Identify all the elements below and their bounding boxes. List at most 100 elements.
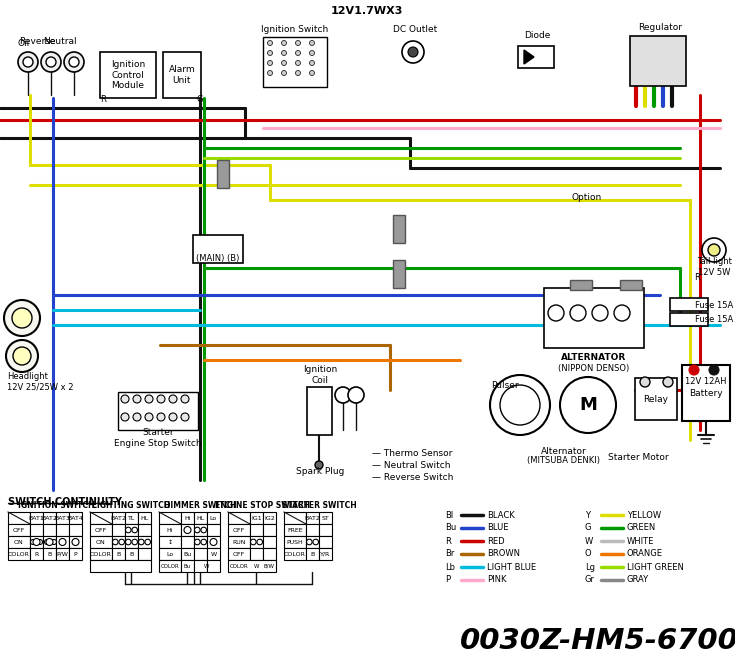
Bar [319,512,332,524]
Text: RUN: RUN [232,540,245,544]
Circle shape [570,305,586,321]
Bar [670,313,708,326]
Bar [682,365,730,421]
Circle shape [702,238,726,262]
Bar [90,536,112,548]
Bar [263,37,327,87]
Bar [250,536,263,548]
Text: R: R [100,95,106,105]
Circle shape [309,60,315,65]
Circle shape [195,539,200,545]
Bar [181,512,194,524]
Circle shape [121,395,129,403]
Text: ORANGE: ORANGE [627,550,663,558]
Circle shape [12,308,32,328]
Circle shape [126,539,131,545]
Bar [90,560,151,572]
Circle shape [309,71,315,75]
Text: P/W: P/W [57,552,68,556]
Text: Option: Option [572,194,602,202]
Circle shape [64,52,84,72]
Polygon shape [524,50,534,64]
Bar [56,536,69,548]
Bar [112,536,125,548]
Text: Hi: Hi [184,515,191,521]
Circle shape [268,60,273,65]
Text: BAT1: BAT1 [29,515,44,521]
Circle shape [30,540,35,544]
Text: SWITCH CONTINUITY: SWITCH CONTINUITY [8,497,122,507]
Text: B: B [310,552,315,556]
Bar [125,548,138,560]
Bar [30,512,43,524]
Bar [207,536,220,548]
Text: HL: HL [196,515,204,521]
Bar [138,536,151,548]
Text: (MAIN) (B): (MAIN) (B) [196,253,240,263]
Text: B/W: B/W [264,564,275,569]
Circle shape [157,395,165,403]
Text: — Thermo Sensor: — Thermo Sensor [372,448,452,458]
Text: Hi: Hi [167,528,173,532]
Circle shape [18,52,38,72]
Text: HL: HL [140,515,148,521]
Circle shape [132,539,137,545]
Circle shape [663,377,673,387]
Text: ST: ST [322,515,329,521]
Bar [284,524,306,536]
Text: IG1: IG1 [251,515,262,521]
Text: P: P [445,575,450,585]
Bar [635,378,677,420]
Text: YELLOW: YELLOW [627,511,661,519]
Bar [393,260,405,288]
Bar [125,536,138,548]
Text: Oil: Oil [18,40,30,48]
Circle shape [313,539,318,545]
Circle shape [37,540,43,544]
Bar [30,548,43,560]
Text: R: R [445,536,451,546]
Circle shape [640,377,650,387]
Bar [570,280,592,290]
Bar [306,536,319,548]
Circle shape [133,395,141,403]
Bar [319,536,332,548]
Bar [193,235,243,263]
Circle shape [126,528,131,533]
Circle shape [132,528,137,533]
Text: LIGHT BLUE: LIGHT BLUE [487,562,536,571]
Bar [207,548,220,560]
Text: OFF: OFF [233,528,245,532]
Bar [56,548,69,560]
Bar [56,512,69,524]
Text: BAT4: BAT4 [68,515,84,521]
Text: COLOR: COLOR [284,552,306,556]
Bar [90,512,112,524]
Text: WHITE: WHITE [627,536,654,546]
Bar [43,536,56,548]
Text: DC Outlet: DC Outlet [393,26,437,34]
Text: Fuse 15A: Fuse 15A [695,300,733,310]
Text: Alternator: Alternator [541,448,587,456]
Bar [159,548,181,560]
Text: COLOR: COLOR [90,552,112,556]
Text: Lb: Lb [445,562,455,571]
Text: PUSH: PUSH [287,540,304,544]
Text: 12V 12AH: 12V 12AH [685,376,727,386]
Text: BLUE: BLUE [487,523,509,532]
Bar [43,512,56,524]
Text: Y/R: Y/R [320,552,331,556]
Text: Y: Y [585,511,590,519]
Text: Starter
Engine Stop Switch: Starter Engine Stop Switch [114,428,202,448]
Text: BAT3: BAT3 [54,515,71,521]
Circle shape [51,540,57,544]
Text: GREEN: GREEN [627,523,656,532]
Text: ENGINE STOP SWITCH: ENGINE STOP SWITCH [215,501,310,509]
Bar [544,288,644,348]
Bar [69,512,82,524]
Circle shape [201,539,207,545]
Bar [159,536,181,548]
Text: LIGHTING SWITCH: LIGHTING SWITCH [92,501,170,509]
Bar [43,524,56,536]
Text: Lg: Lg [585,562,595,571]
